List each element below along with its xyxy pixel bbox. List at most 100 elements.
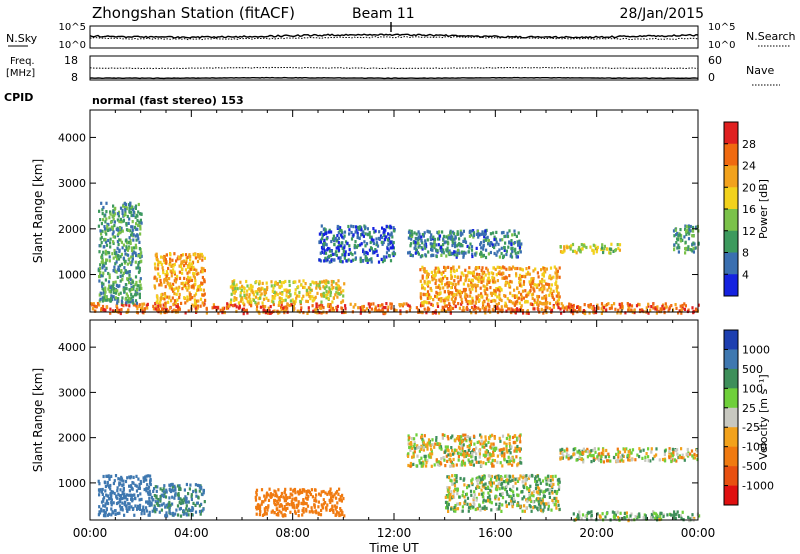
data-cell <box>132 233 135 237</box>
data-cell <box>331 252 334 256</box>
data-cell <box>182 500 185 505</box>
data-cell <box>361 232 364 236</box>
data-cell <box>450 251 453 255</box>
data-cell <box>498 289 501 293</box>
data-cell <box>483 440 486 444</box>
data-cell <box>148 510 151 514</box>
data-cell <box>410 229 413 233</box>
data-cell <box>263 289 266 293</box>
data-cell <box>319 493 322 497</box>
data-cell <box>128 273 131 277</box>
data-cell <box>109 496 112 501</box>
data-cell <box>660 307 663 311</box>
data-cell <box>348 244 351 248</box>
data-cell <box>179 487 182 491</box>
data-cell <box>135 484 138 488</box>
data-cell <box>480 241 483 245</box>
data-cell <box>135 304 138 308</box>
data-cell <box>385 302 388 306</box>
data-cell <box>570 244 573 248</box>
data-cell <box>343 234 346 238</box>
data-cell <box>391 240 394 244</box>
data-cell <box>106 250 109 255</box>
data-cell <box>169 503 172 508</box>
data-cell <box>498 487 501 491</box>
data-cell <box>496 279 499 283</box>
data-cell <box>388 254 391 258</box>
data-cell <box>154 485 157 489</box>
data-cell <box>248 293 251 297</box>
data-cell <box>143 487 146 492</box>
data-cell <box>335 291 338 295</box>
data-cell <box>117 292 120 296</box>
data-cell <box>276 494 279 498</box>
data-cell <box>543 268 546 272</box>
data-cell <box>497 448 500 452</box>
data-cell <box>484 438 487 442</box>
data-cell <box>134 283 137 287</box>
data-cell <box>592 458 595 463</box>
data-cell <box>601 304 604 308</box>
data-cell <box>423 287 426 291</box>
data-cell <box>447 298 450 302</box>
data-cell <box>510 242 513 246</box>
data-cell <box>435 254 438 259</box>
data-cell <box>189 255 192 259</box>
data-cell <box>487 474 490 478</box>
data-cell <box>274 498 277 503</box>
data-cell <box>484 291 487 295</box>
data-cell <box>127 253 130 257</box>
data-cell <box>424 246 427 250</box>
data-cell <box>245 296 248 301</box>
data-cell <box>108 259 111 263</box>
data-cell <box>150 503 153 507</box>
data-cell <box>393 229 396 233</box>
data-cell <box>557 487 561 491</box>
data-cell <box>493 435 496 439</box>
data-cell <box>104 481 107 485</box>
data-cell <box>193 301 197 305</box>
data-cell <box>527 311 530 315</box>
data-cell <box>231 280 234 284</box>
data-cell <box>315 286 318 290</box>
data-cell <box>521 509 524 513</box>
data-cell <box>638 455 641 459</box>
data-cell <box>434 311 437 315</box>
data-cell <box>315 305 318 309</box>
data-cell <box>326 492 329 496</box>
data-cell <box>201 301 204 305</box>
data-cell <box>563 309 566 313</box>
data-cell <box>302 279 305 283</box>
data-cell <box>471 287 474 291</box>
data-cell <box>125 202 128 206</box>
data-cell <box>201 509 204 513</box>
data-cell <box>631 448 635 452</box>
data-cell <box>468 301 471 305</box>
data-cell <box>492 464 495 468</box>
data-cell <box>505 447 508 451</box>
data-cell <box>476 277 479 281</box>
data-cell <box>328 508 332 512</box>
data-cell <box>137 261 140 265</box>
data-cell <box>385 251 389 255</box>
data-cell <box>364 254 367 259</box>
data-cell <box>192 271 195 276</box>
data-cell <box>163 255 166 259</box>
data-cell <box>503 454 506 458</box>
data-cell <box>521 309 525 313</box>
data-cell <box>411 446 414 450</box>
data-cell <box>535 285 538 289</box>
data-cell <box>487 242 490 246</box>
data-cell <box>478 440 481 444</box>
data-cell <box>555 294 558 298</box>
data-cell <box>453 448 456 452</box>
cpid-text: normal (fast stereo) 153 <box>92 94 244 107</box>
data-cell <box>572 306 575 310</box>
data-cell <box>458 447 461 451</box>
data-cell <box>407 452 410 456</box>
data-cell <box>550 283 553 287</box>
data-cell <box>466 274 469 278</box>
data-cell <box>518 434 521 438</box>
data-cell <box>555 301 558 305</box>
data-cell <box>437 297 440 301</box>
